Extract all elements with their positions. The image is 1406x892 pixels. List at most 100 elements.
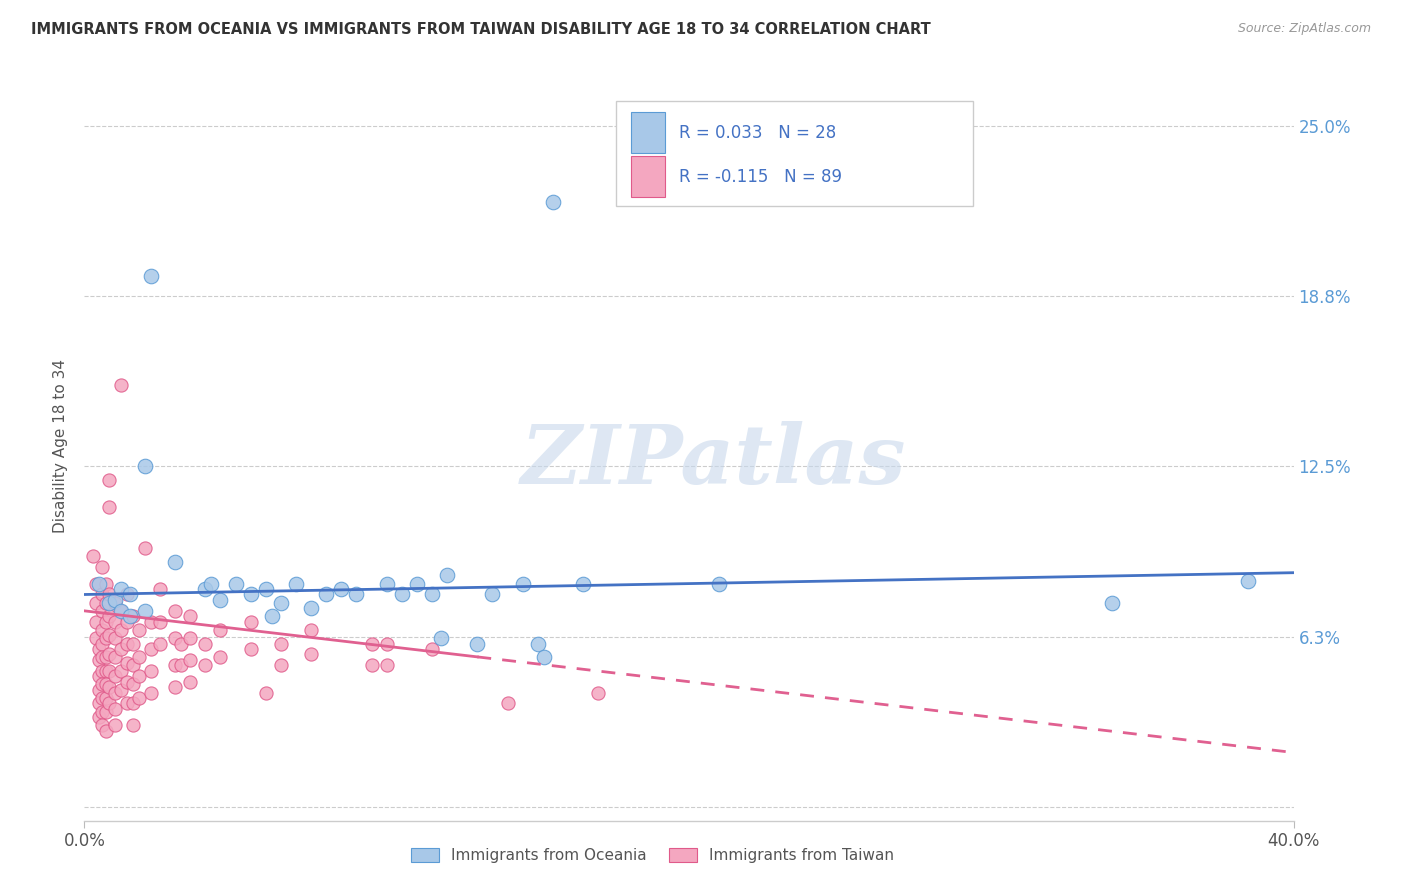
Point	[239, 642, 262, 657]
Point	[91, 650, 114, 665]
Point	[375, 576, 398, 591]
Point	[115, 636, 138, 650]
Point	[110, 604, 132, 618]
Bar	[631, 156, 665, 197]
Point	[194, 636, 217, 650]
Point	[572, 576, 595, 591]
Point	[436, 568, 458, 582]
Point	[94, 576, 117, 591]
Point	[121, 677, 143, 691]
Point	[512, 576, 534, 591]
Point	[420, 587, 443, 601]
Point	[94, 615, 117, 629]
Text: ZIPatlas: ZIPatlas	[520, 421, 905, 501]
Point	[139, 664, 162, 678]
Point	[94, 664, 117, 678]
Point	[134, 459, 156, 474]
Point	[104, 718, 127, 732]
Point	[97, 680, 120, 694]
Point	[260, 609, 283, 624]
Point	[179, 631, 201, 645]
Point	[89, 642, 111, 657]
Point	[97, 697, 120, 711]
Point	[104, 593, 127, 607]
Point	[1101, 596, 1123, 610]
Point	[110, 623, 132, 637]
Point	[110, 377, 132, 392]
Point	[391, 587, 413, 601]
Point	[97, 473, 120, 487]
Point	[330, 582, 353, 596]
Point	[375, 658, 398, 673]
Point	[588, 685, 610, 699]
Point	[709, 576, 731, 591]
Point	[104, 596, 127, 610]
Point	[104, 669, 127, 683]
Point	[1237, 574, 1260, 588]
Point	[346, 587, 368, 601]
Point	[285, 576, 308, 591]
Point	[128, 669, 150, 683]
Point	[86, 576, 108, 591]
Point	[541, 195, 564, 210]
Point	[91, 664, 114, 678]
Point	[209, 623, 232, 637]
Point	[225, 576, 247, 591]
Point	[91, 587, 114, 601]
Point	[89, 710, 111, 724]
Point	[239, 615, 262, 629]
Point	[121, 697, 143, 711]
Point	[128, 623, 150, 637]
Point	[179, 674, 201, 689]
Point	[97, 609, 120, 624]
Point	[89, 653, 111, 667]
Point	[94, 650, 117, 665]
Point	[496, 697, 519, 711]
Point	[170, 636, 193, 650]
Bar	[631, 112, 665, 153]
Point	[254, 582, 277, 596]
Point	[91, 636, 114, 650]
Point	[194, 658, 217, 673]
Point	[200, 576, 222, 591]
Point	[179, 609, 201, 624]
Point	[170, 658, 193, 673]
Point	[86, 596, 108, 610]
Point	[527, 636, 550, 650]
Point	[104, 650, 127, 665]
Point	[104, 631, 127, 645]
Point	[165, 680, 187, 694]
Text: IMMIGRANTS FROM OCEANIA VS IMMIGRANTS FROM TAIWAN DISABILITY AGE 18 TO 34 CORREL: IMMIGRANTS FROM OCEANIA VS IMMIGRANTS FR…	[31, 22, 931, 37]
Point	[110, 642, 132, 657]
Point	[179, 653, 201, 667]
Point	[121, 609, 143, 624]
Point	[97, 587, 120, 601]
Point	[149, 636, 172, 650]
Point	[97, 596, 120, 610]
Point	[97, 500, 120, 515]
Point	[91, 560, 114, 574]
Point	[270, 596, 292, 610]
Point	[94, 631, 117, 645]
Point	[91, 677, 114, 691]
Point	[110, 582, 132, 596]
Point	[91, 718, 114, 732]
Point	[104, 685, 127, 699]
Point	[481, 587, 503, 601]
Point	[128, 650, 150, 665]
Point	[270, 658, 292, 673]
Point	[149, 615, 172, 629]
Point	[239, 587, 262, 601]
Point	[134, 604, 156, 618]
Point	[97, 664, 120, 678]
Point	[830, 119, 852, 133]
Point	[209, 650, 232, 665]
Point	[128, 691, 150, 706]
Point	[270, 636, 292, 650]
Point	[115, 697, 138, 711]
Point	[118, 609, 141, 624]
Point	[209, 593, 232, 607]
Point	[299, 623, 322, 637]
Point	[94, 723, 117, 738]
Point	[467, 636, 489, 650]
